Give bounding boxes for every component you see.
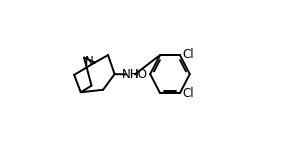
Text: Cl: Cl <box>182 87 194 100</box>
Text: NH: NH <box>121 68 139 81</box>
Text: N: N <box>84 55 93 68</box>
Text: Cl: Cl <box>182 48 194 61</box>
Text: HO: HO <box>130 68 148 81</box>
